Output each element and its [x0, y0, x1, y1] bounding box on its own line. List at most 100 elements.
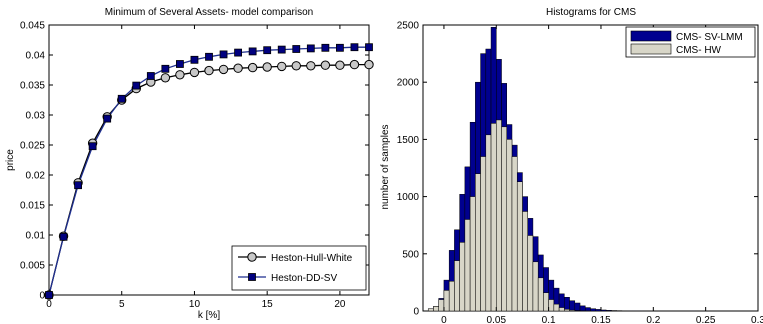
data-point: [321, 43, 330, 52]
data-point: [291, 61, 301, 71]
histogram-bar: [433, 306, 439, 312]
data-point: [234, 48, 242, 57]
axis-ticks: 0 0.05 0.1 0.15 0.2 0.25 0.3 0 500 1000 1500 2000 25…: [397, 21, 763, 324]
histogram-bar: [438, 299, 445, 312]
histogram-bar: [475, 173, 481, 312]
data-point: [176, 60, 184, 68]
histogram-bar: [564, 309, 570, 312]
data-point: [292, 45, 301, 53]
histogram-bar: [480, 156, 487, 312]
y-tick-label: 0.045: [20, 21, 45, 32]
data-point: [175, 70, 185, 80]
price-comparison-chart: Minimum of Several Assets- model compari…: [5, 7, 374, 321]
legend: CMS- SV-LMM CMS- HW: [625, 26, 756, 58]
data-point: [247, 62, 258, 73]
legend-label-sv-lmm: CMS- SV-LMM: [676, 32, 743, 43]
y-tick-label: 0.015: [20, 201, 45, 212]
chart-title: Histograms for CMS: [546, 7, 636, 18]
data-point: [277, 45, 286, 54]
histogram-bar: [537, 277, 544, 312]
y-tick-label: 0: [413, 307, 419, 318]
y-tick-label: 1000: [397, 192, 420, 203]
histogram-bar: [469, 196, 476, 312]
data-point: [45, 291, 53, 299]
cms-histogram-chart: Histograms for CMS 0 0.05 0.1 0.15 0.2 0.25 0.…: [380, 7, 763, 324]
histogram-bar: [605, 310, 612, 312]
y-tick-label: 0.005: [20, 261, 45, 272]
histogram-bar: [501, 126, 507, 312]
bars-layer: [427, 27, 696, 312]
legend-label-hhw: Heston-Hull-White: [271, 253, 353, 264]
data-point: [132, 81, 141, 90]
y-axis-label: price: [5, 149, 16, 171]
y-tick-label: 0.01: [26, 231, 46, 242]
x-tick-label: 0.3: [751, 315, 763, 324]
x-tick-label: 10: [189, 299, 201, 310]
y-tick-label: 500: [402, 249, 419, 260]
legend-marker-hhw: [247, 252, 257, 262]
data-point: [190, 55, 199, 64]
data-point: [320, 60, 331, 70]
histogram-bar: [595, 309, 602, 312]
histogram-bar: [579, 305, 586, 312]
histogram-bar: [454, 260, 460, 312]
x-tick-label: 0.1: [542, 315, 556, 324]
histogram-bar: [600, 309, 607, 312]
y-tick-label: 0.02: [26, 171, 46, 182]
histogram-bar: [459, 242, 466, 312]
y-tick-label: 0.04: [26, 51, 46, 62]
y-tick-label: 1500: [397, 135, 420, 146]
y-tick-label: 2000: [397, 78, 420, 89]
data-point: [204, 65, 214, 76]
data-point: [306, 61, 316, 71]
data-point: [117, 94, 126, 103]
histogram-bar: [532, 261, 539, 312]
y-tick-label: 0: [39, 291, 45, 302]
legend-label-hw: CMS- HW: [676, 45, 722, 56]
histogram-bar: [522, 211, 528, 312]
histogram-bar: [569, 309, 576, 312]
x-tick-label: 0: [441, 315, 447, 324]
histogram-bar: [490, 123, 497, 312]
data-point: [219, 50, 228, 59]
y-tick-label: 0.025: [20, 141, 45, 152]
data-point: [262, 62, 272, 72]
y-tick-label: 0.03: [26, 111, 46, 122]
x-tick-label: 0: [46, 299, 52, 310]
histogram-bar: [569, 300, 576, 312]
histogram-bar: [443, 290, 450, 312]
data-point: [103, 114, 112, 123]
legend-label-ddsv: Heston-DD-SV: [271, 273, 337, 284]
y-tick-label: 0.035: [20, 81, 45, 92]
data-point: [248, 47, 257, 56]
histogram-bar: [558, 307, 565, 312]
x-tick-label: 0.25: [696, 315, 716, 324]
data-point: [59, 232, 68, 241]
data-point: [161, 64, 170, 73]
x-tick-label: 0.15: [591, 315, 611, 324]
y-axis-label: number of samples: [380, 124, 391, 209]
histogram-bar: [464, 219, 471, 312]
legend-marker-ddsv: [248, 273, 256, 281]
x-tick-label: 0.05: [487, 315, 507, 324]
histogram-bar: [574, 302, 581, 312]
histogram-bar: [564, 297, 570, 312]
histogram-bar: [590, 308, 596, 312]
legend: Heston-Hull-White Heston-DD-SV: [231, 245, 367, 291]
histogram-bar: [496, 119, 502, 312]
data-point: [365, 43, 373, 52]
x-tick-label: 20: [334, 299, 346, 310]
x-axis-label: k [%]: [198, 310, 220, 321]
histogram-bar: [585, 307, 591, 312]
data-point: [88, 142, 97, 151]
histogram-bar: [485, 134, 492, 312]
x-tick-label: 15: [262, 299, 274, 310]
data-point: [189, 67, 200, 78]
data-point: [233, 63, 243, 73]
data-point: [160, 73, 171, 83]
chart-title: Minimum of Several Assets- model compari…: [105, 7, 313, 18]
x-tick-label: 0.2: [646, 315, 660, 324]
histogram-bar: [527, 235, 534, 312]
legend-swatch-hw: [630, 43, 672, 55]
